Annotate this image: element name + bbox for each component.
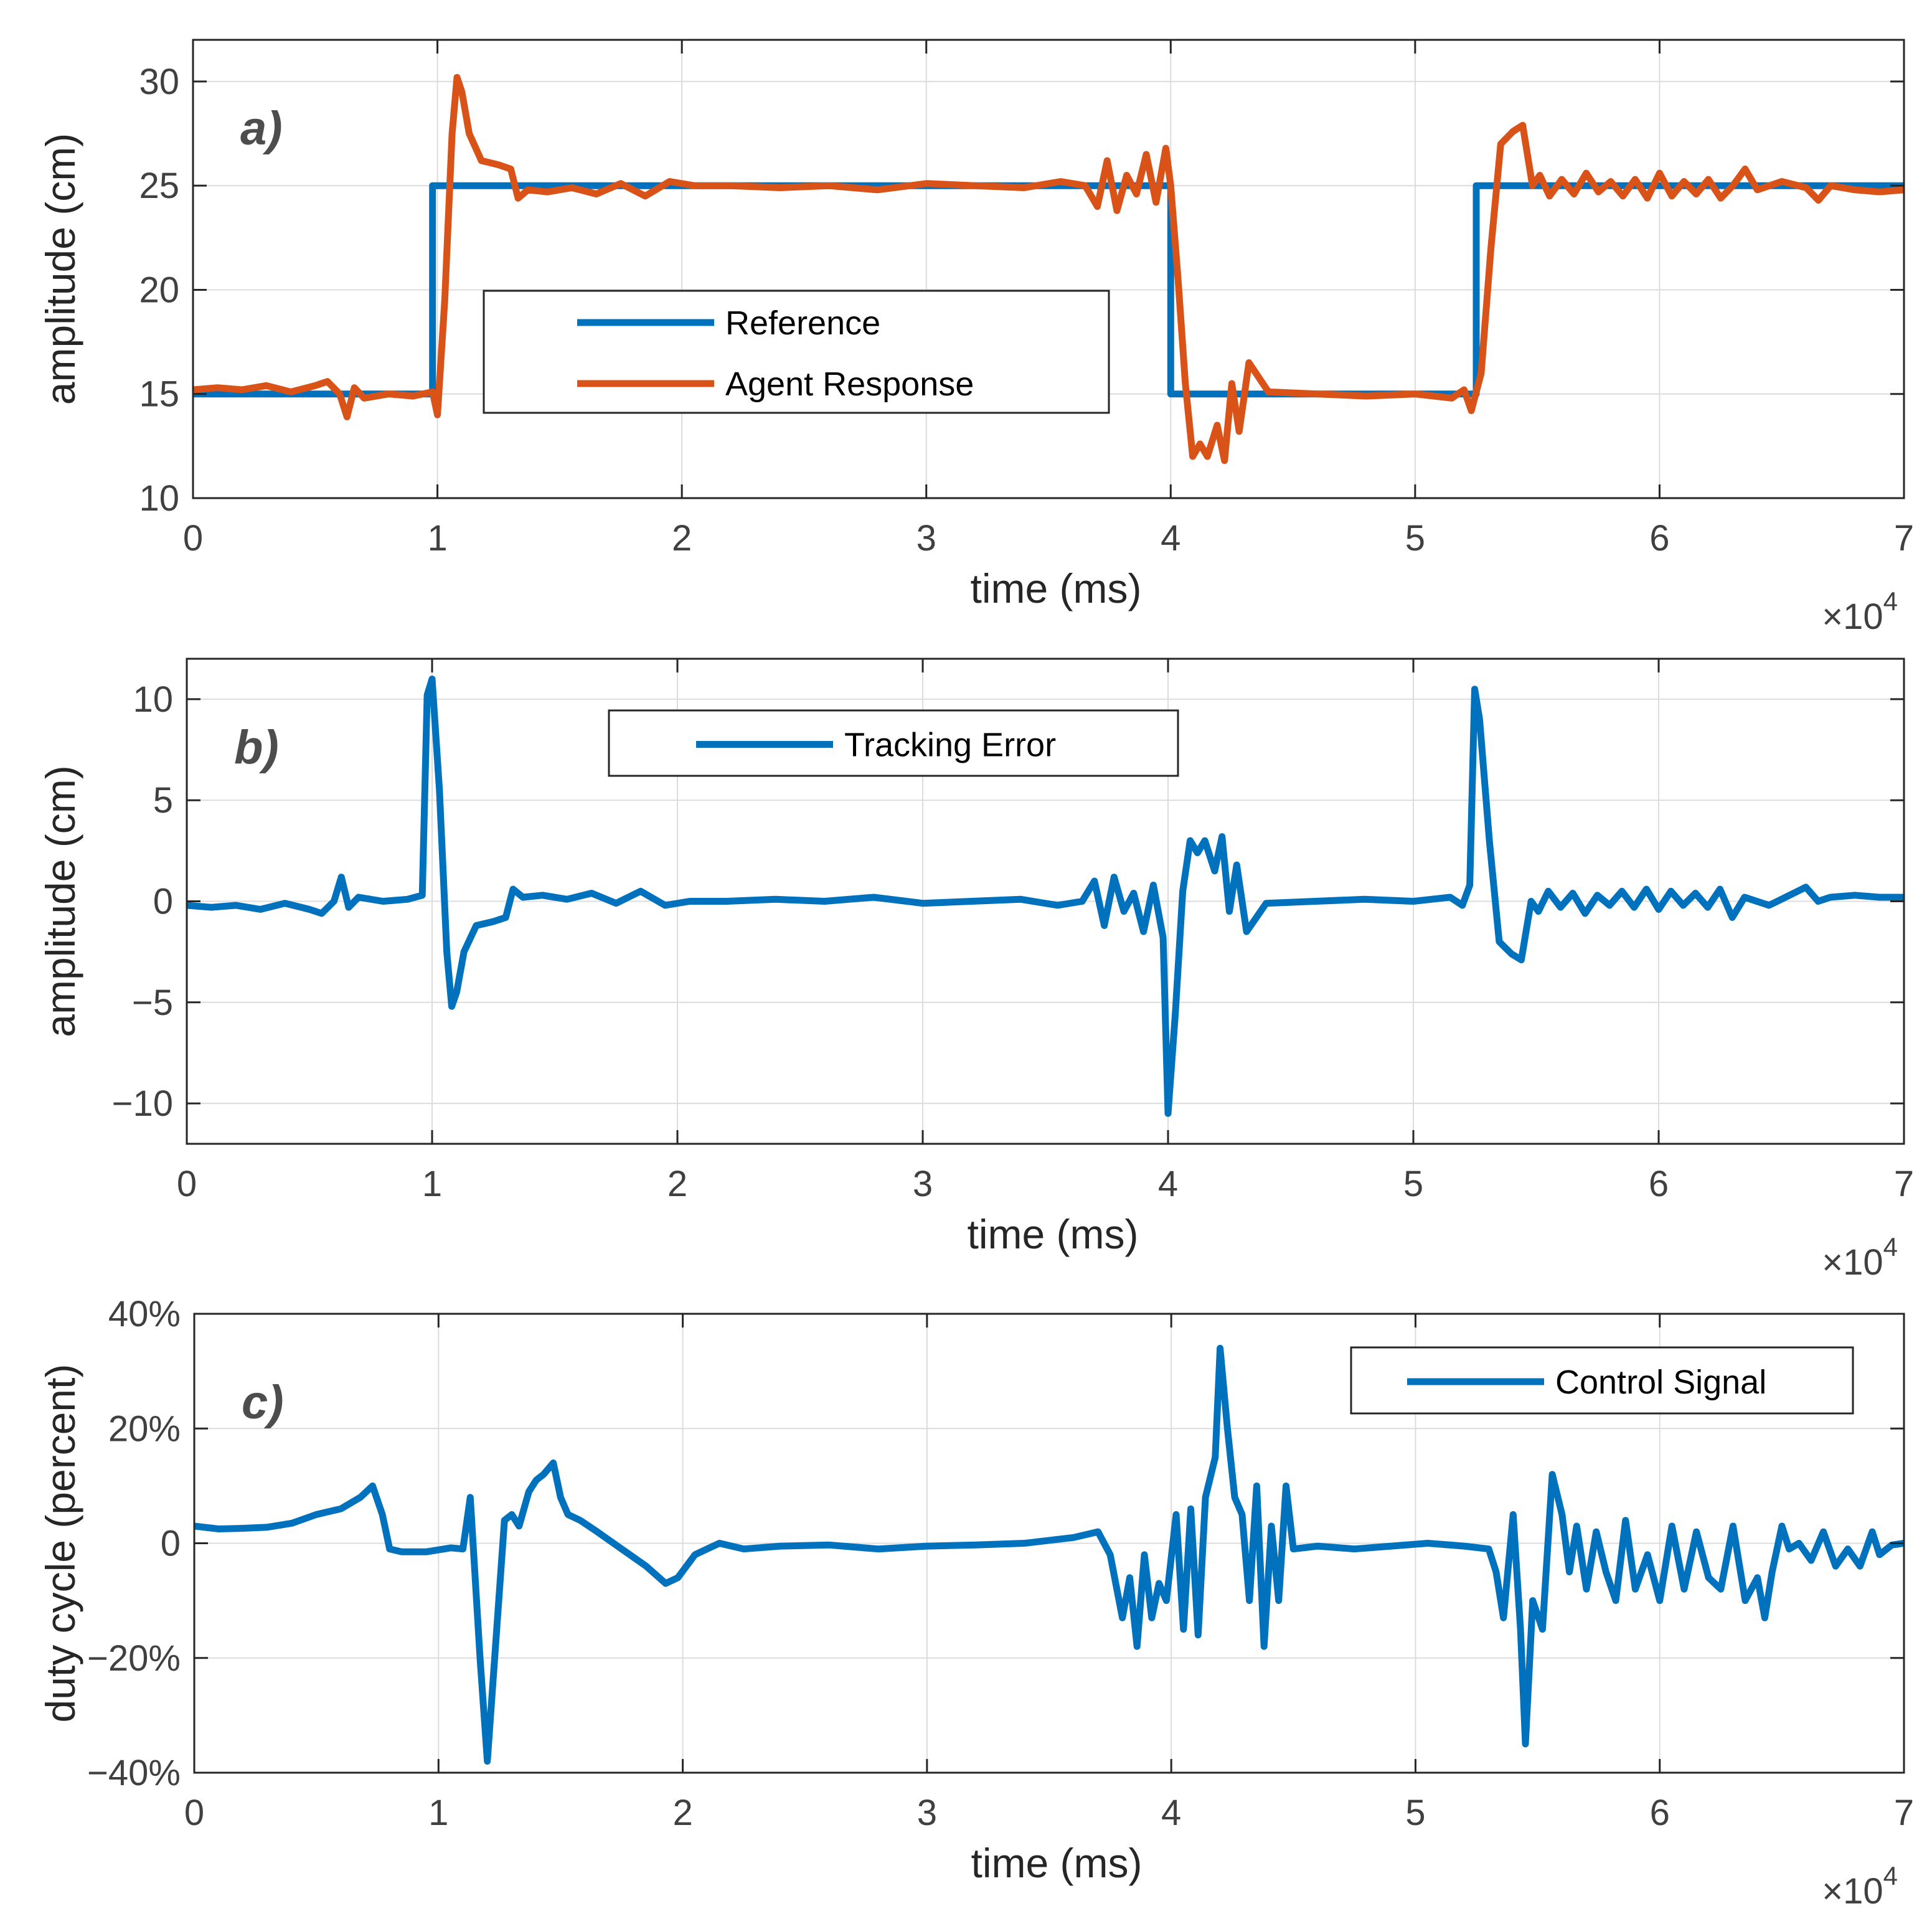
x-tick-label: 1 bbox=[428, 1793, 448, 1833]
x-tick-label: 0 bbox=[184, 1793, 204, 1833]
x-tick-label: 2 bbox=[672, 518, 692, 559]
x-tick-label: 2 bbox=[667, 1164, 687, 1204]
legend-item-tracking-error: Tracking Error bbox=[696, 727, 1056, 764]
x-tick-label: 1 bbox=[427, 518, 447, 559]
legend-item-agent-response: Agent Response bbox=[577, 365, 974, 403]
x-exponent-base: ×10 bbox=[1822, 597, 1883, 637]
y-tick-label: −20% bbox=[87, 1638, 181, 1679]
y-tick-label: 20 bbox=[139, 270, 179, 310]
x-tick-label: 7 bbox=[1894, 518, 1914, 559]
y-tick-label: 25 bbox=[139, 166, 179, 206]
x-exponent-power: 4 bbox=[1883, 1861, 1898, 1890]
y-tick-label: 30 bbox=[139, 62, 179, 102]
x-tick-label: 6 bbox=[1649, 1164, 1669, 1204]
x-exponent-base: ×10 bbox=[1822, 1871, 1883, 1912]
x-axis-label: time (ms) bbox=[968, 1211, 1139, 1257]
legend-label: Control Signal bbox=[1555, 1364, 1766, 1401]
legend-label: Tracking Error bbox=[844, 727, 1056, 764]
x-tick-label: 5 bbox=[1403, 1164, 1423, 1204]
legend-box bbox=[483, 290, 1110, 414]
x-exponent-power: 4 bbox=[1883, 587, 1898, 616]
x-tick-label: 5 bbox=[1405, 1793, 1425, 1833]
x-exponent-label: ×104 bbox=[1822, 1861, 1898, 1912]
y-axis-label: duty cycle (percent) bbox=[37, 1364, 83, 1723]
x-exponent-base: ×10 bbox=[1822, 1242, 1883, 1283]
series-line-control-signal bbox=[194, 1344, 1904, 1765]
x-tick-label: 4 bbox=[1158, 1164, 1178, 1204]
y-tick-label: 0 bbox=[161, 1524, 181, 1564]
series-line-reference bbox=[193, 182, 1904, 398]
panel-c: 0 1 2 3 4 5 6 7 −40% −20% 0 20% 40% time (ms) duty cyc… bbox=[37, 1294, 1914, 1912]
y-tick-label: −10 bbox=[112, 1083, 173, 1124]
y-tick-label: 5 bbox=[153, 780, 173, 821]
x-tick-label: 3 bbox=[913, 1164, 933, 1204]
axes-box bbox=[192, 39, 1905, 499]
y-tick-label: −40% bbox=[87, 1753, 181, 1793]
y-tick-label: 40% bbox=[108, 1294, 181, 1334]
legend: Reference Agent Response bbox=[483, 290, 1110, 414]
x-tick-label: 6 bbox=[1649, 518, 1669, 559]
x-tick-label: 3 bbox=[917, 518, 936, 559]
legend: Control Signal bbox=[1350, 1346, 1854, 1415]
x-exponent-label: ×104 bbox=[1822, 1232, 1898, 1283]
x-tick-label: 2 bbox=[672, 1793, 692, 1833]
x-tick-label: 0 bbox=[183, 518, 203, 559]
x-exponent-label: ×104 bbox=[1822, 587, 1898, 637]
legend: Tracking Error bbox=[608, 709, 1179, 777]
x-tick-label: 7 bbox=[1894, 1793, 1914, 1833]
panel-label: b) bbox=[234, 721, 279, 774]
x-tick-label: 3 bbox=[917, 1793, 937, 1833]
x-axis-label: time (ms) bbox=[971, 565, 1142, 611]
y-tick-label: 10 bbox=[133, 679, 173, 720]
x-tick-label: 4 bbox=[1161, 518, 1180, 559]
panel-b: 0 1 2 3 4 5 6 7 −10 −5 0 5 10 time (ms) amplitude (cm)… bbox=[37, 658, 1914, 1283]
legend-label: Agent Response bbox=[725, 365, 974, 403]
x-tick-label: 5 bbox=[1405, 518, 1425, 559]
panel-label: a) bbox=[240, 102, 283, 155]
x-tick-label: 6 bbox=[1650, 1793, 1670, 1833]
x-tick-label: 4 bbox=[1161, 1793, 1181, 1833]
y-tick-label: 15 bbox=[139, 374, 179, 415]
x-tick-label: 7 bbox=[1894, 1164, 1914, 1204]
panel-label: c) bbox=[242, 1376, 284, 1429]
y-axis-label: amplitude (cm) bbox=[37, 765, 83, 1037]
legend-label: Reference bbox=[725, 304, 880, 342]
x-axis-label: time (ms) bbox=[971, 1840, 1143, 1886]
x-tick-label: 0 bbox=[177, 1164, 197, 1204]
x-tick-label: 1 bbox=[422, 1164, 442, 1204]
series-line-agent-response bbox=[193, 73, 1904, 464]
plot-area bbox=[193, 40, 1904, 498]
y-tick-label: 0 bbox=[153, 882, 173, 922]
y-tick-label: 10 bbox=[139, 478, 179, 519]
panel-a: 0 1 2 3 4 5 6 7 10 15 20 25 30 time (ms) amplitude (cm… bbox=[37, 39, 1914, 637]
y-tick-label: 20% bbox=[108, 1408, 181, 1449]
series-line-tracking-error bbox=[187, 676, 1904, 1117]
legend-item-reference: Reference bbox=[577, 304, 880, 342]
y-axis-label: amplitude (cm) bbox=[37, 133, 83, 405]
legend-item-control-signal: Control Signal bbox=[1407, 1364, 1766, 1401]
x-exponent-power: 4 bbox=[1883, 1232, 1898, 1261]
y-tick-label: −5 bbox=[132, 983, 173, 1023]
